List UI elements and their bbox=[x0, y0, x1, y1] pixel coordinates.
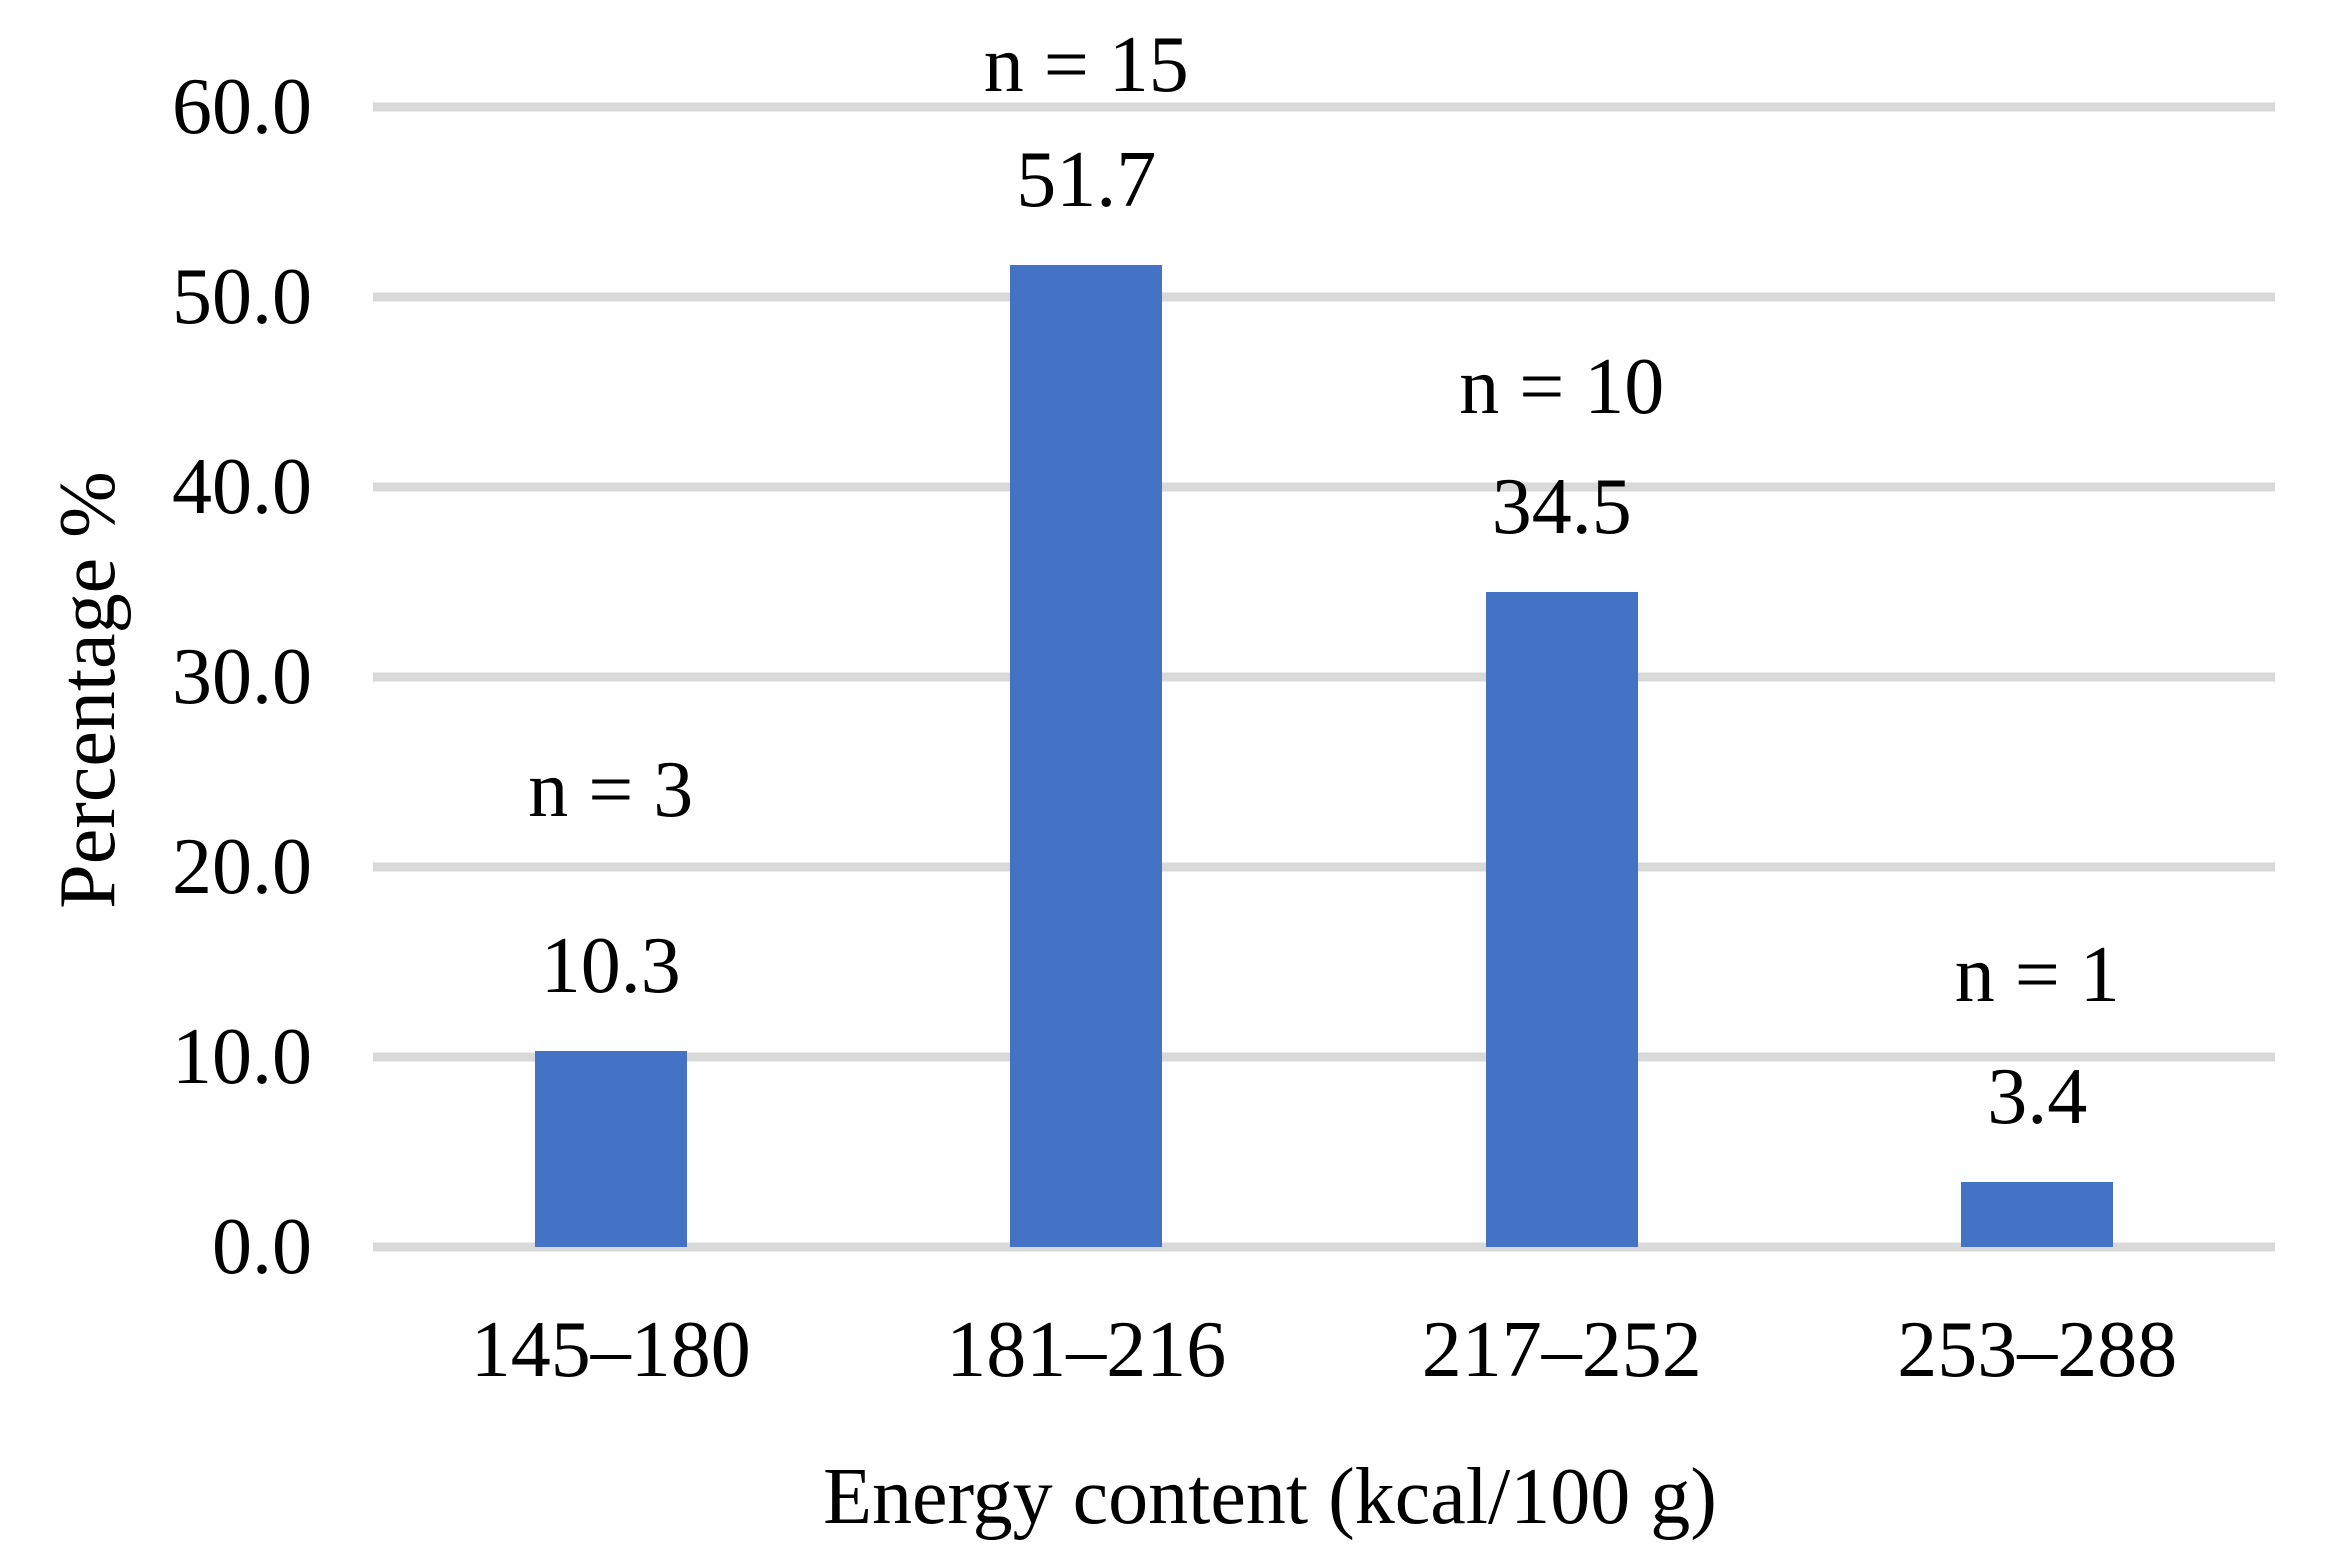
y-tick-label: 40.0 bbox=[172, 443, 312, 531]
x-axis-title: Energy content (kcal/100 g) bbox=[823, 1453, 1717, 1541]
y-axis-title: Percentage % bbox=[44, 471, 132, 909]
bar bbox=[1010, 264, 1163, 1247]
gridline bbox=[373, 1052, 2275, 1062]
x-tick-label: 145–180 bbox=[470, 1306, 751, 1394]
gridline bbox=[373, 862, 2275, 872]
y-tick-label: 0.0 bbox=[212, 1203, 312, 1291]
y-tick-label: 20.0 bbox=[172, 823, 312, 911]
bar-count-label: n = 15 bbox=[983, 20, 1189, 109]
bar-value-label: 34.5 bbox=[1491, 462, 1632, 551]
bar bbox=[1485, 591, 1638, 1247]
x-tick-label: 217–252 bbox=[1421, 1306, 1702, 1394]
gridline bbox=[373, 482, 2275, 492]
y-tick-label: 60.0 bbox=[172, 63, 312, 151]
bar bbox=[1961, 1182, 2114, 1247]
bar-value-label: 3.4 bbox=[1987, 1053, 2088, 1142]
bar-count-label: n = 3 bbox=[528, 746, 694, 835]
bar bbox=[534, 1051, 687, 1247]
gridline bbox=[373, 672, 2275, 682]
bar-count-label: n = 1 bbox=[1954, 931, 2120, 1020]
bar-value-label: 51.7 bbox=[1016, 135, 1157, 224]
y-tick-label: 10.0 bbox=[172, 1013, 312, 1101]
bar-count-label: n = 10 bbox=[1459, 342, 1665, 431]
gridline bbox=[373, 1242, 2275, 1252]
y-tick-label: 30.0 bbox=[172, 633, 312, 721]
y-tick-label: 50.0 bbox=[172, 253, 312, 341]
gridline bbox=[373, 292, 2275, 302]
x-tick-label: 253–288 bbox=[1897, 1306, 2178, 1394]
x-tick-label: 181–216 bbox=[946, 1306, 1227, 1394]
gridline bbox=[373, 102, 2275, 112]
bar-value-label: 10.3 bbox=[540, 922, 681, 1011]
